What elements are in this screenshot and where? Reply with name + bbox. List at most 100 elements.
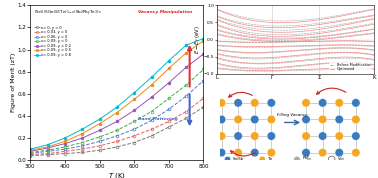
x= 0.09, y = 0 bbox=[201, 68, 206, 70]
x= 0.09, y = 0.8 bbox=[184, 44, 188, 46]
x= 0, y = 0 bbox=[115, 146, 119, 148]
x= 0.09, y = 0.8 bbox=[132, 92, 136, 94]
x= 0.09, y = 0 bbox=[184, 84, 188, 86]
x= 0, y = 0 bbox=[80, 151, 85, 153]
x= 0.03, y = 0 bbox=[149, 128, 154, 130]
x= 0.03, y = 0 bbox=[115, 140, 119, 142]
Circle shape bbox=[251, 115, 259, 124]
Line: x= 0.09, y = 0.5: x= 0.09, y = 0.5 bbox=[29, 39, 205, 152]
x= 0.09, y = 0.2 bbox=[184, 66, 188, 68]
Circle shape bbox=[267, 132, 276, 140]
x= 0.03, y = 0 bbox=[201, 97, 206, 99]
Circle shape bbox=[335, 115, 344, 124]
Line: x= 0.06, y = 0: x= 0.06, y = 0 bbox=[29, 79, 205, 155]
Text: Band Flattening: Band Flattening bbox=[138, 117, 177, 121]
Circle shape bbox=[294, 156, 300, 163]
Circle shape bbox=[328, 156, 335, 163]
x= 0.09, y = 0.8 bbox=[201, 37, 206, 40]
x= 0.09, y = 0.5 bbox=[115, 112, 119, 114]
x= 0.09, y = 0 bbox=[132, 120, 136, 122]
Circle shape bbox=[267, 99, 276, 107]
Circle shape bbox=[217, 99, 226, 107]
Circle shape bbox=[251, 99, 259, 107]
x= 0.06, y = 0 bbox=[28, 153, 33, 155]
x= 0.09, y = 0.2 bbox=[45, 147, 50, 149]
Circle shape bbox=[318, 132, 327, 140]
Legend: Before Modification, Optimized: Before Modification, Optimized bbox=[329, 62, 372, 72]
Circle shape bbox=[259, 156, 266, 163]
x= 0.09, y = 0.5 bbox=[45, 146, 50, 148]
x= 0.09, y = 0.2 bbox=[201, 53, 206, 55]
Circle shape bbox=[318, 99, 327, 107]
x= 0.06, y = 0 bbox=[115, 135, 119, 137]
x= 0.09, y = 0.2 bbox=[115, 120, 119, 122]
Legend: x= 0, y = 0, x= 0.03, y = 0, x= 0.06, y = 0, x= 0.09, y = 0, x= 0.09, y = 0.2, x: x= 0, y = 0, x= 0.03, y = 0, x= 0.06, y … bbox=[34, 26, 71, 57]
Text: Pb$^x_{Sn}$: Pb$^x_{Sn}$ bbox=[302, 155, 312, 164]
Line: x= 0, y = 0: x= 0, y = 0 bbox=[29, 106, 205, 157]
x= 0.06, y = 0 bbox=[97, 140, 102, 142]
x= 0.09, y = 0.5 bbox=[80, 133, 85, 135]
x= 0.09, y = 0.5 bbox=[132, 98, 136, 100]
x= 0, y = 0 bbox=[97, 149, 102, 151]
x= 0.09, y = 0 bbox=[167, 97, 171, 99]
x= 0, y = 0 bbox=[184, 117, 188, 119]
x= 0.09, y = 0.8 bbox=[45, 144, 50, 146]
x= 0.03, y = 0 bbox=[184, 111, 188, 113]
Circle shape bbox=[318, 148, 327, 157]
x= 0.09, y = 0.8 bbox=[149, 76, 154, 78]
Circle shape bbox=[217, 132, 226, 140]
x= 0.03, y = 0 bbox=[63, 150, 67, 152]
x= 0.09, y = 0.2 bbox=[80, 137, 85, 139]
x= 0.03, y = 0 bbox=[167, 120, 171, 122]
x= 0.09, y = 0 bbox=[115, 129, 119, 131]
x= 0.09, y = 0.5 bbox=[167, 67, 171, 69]
Line: x= 0.03, y = 0: x= 0.03, y = 0 bbox=[29, 97, 205, 156]
x= 0.06, y = 0 bbox=[184, 95, 188, 97]
Text: Filling Vacancy: Filling Vacancy bbox=[277, 113, 308, 117]
x= 0.06, y = 0 bbox=[149, 119, 154, 121]
x= 0.06, y = 0 bbox=[80, 145, 85, 147]
x= 0.09, y = 0 bbox=[45, 149, 50, 151]
x= 0.09, y = 0.5 bbox=[184, 52, 188, 54]
Text: Te: Te bbox=[268, 158, 272, 161]
Circle shape bbox=[234, 115, 242, 124]
Text: (Sn$_{0.95}$Ge$_{0.05}$Te)$_{1-x}$(Sb$_2$Pb$_y$Te$_3$)$_x$: (Sn$_{0.95}$Ge$_{0.05}$Te)$_{1-x}$(Sb$_2… bbox=[34, 8, 101, 17]
Y-axis label: Figure of Merit (zT): Figure of Merit (zT) bbox=[11, 53, 16, 112]
x= 0.06, y = 0 bbox=[167, 108, 171, 110]
Circle shape bbox=[234, 99, 242, 107]
x= 0, y = 0 bbox=[45, 154, 50, 156]
X-axis label: $T$ (K): $T$ (K) bbox=[108, 171, 126, 178]
x= 0, y = 0 bbox=[167, 126, 171, 128]
x= 0.09, y = 0 bbox=[80, 142, 85, 144]
Line: x= 0.09, y = 0: x= 0.09, y = 0 bbox=[29, 68, 205, 154]
x= 0, y = 0 bbox=[149, 135, 154, 137]
Text: Sn/Sb: Sn/Sb bbox=[233, 158, 244, 161]
Circle shape bbox=[352, 99, 360, 107]
x= 0.09, y = 0.2 bbox=[28, 150, 33, 152]
x= 0.03, y = 0 bbox=[45, 153, 50, 155]
x= 0.06, y = 0 bbox=[45, 150, 50, 152]
Circle shape bbox=[302, 148, 310, 157]
x= 0.09, y = 0 bbox=[149, 111, 154, 113]
Circle shape bbox=[318, 115, 327, 124]
x= 0.09, y = 0.8 bbox=[97, 118, 102, 120]
Y-axis label: $E - E_f$ (eV): $E - E_f$ (eV) bbox=[193, 25, 202, 54]
Circle shape bbox=[302, 132, 310, 140]
Circle shape bbox=[251, 132, 259, 140]
x= 0, y = 0 bbox=[63, 153, 67, 155]
x= 0.03, y = 0 bbox=[97, 145, 102, 147]
Circle shape bbox=[352, 132, 360, 140]
Circle shape bbox=[234, 132, 242, 140]
x= 0.09, y = 0.8 bbox=[167, 60, 171, 62]
Circle shape bbox=[234, 148, 242, 157]
x= 0.09, y = 0 bbox=[97, 136, 102, 138]
x= 0.09, y = 0.5 bbox=[63, 140, 67, 142]
Circle shape bbox=[352, 148, 360, 157]
Circle shape bbox=[267, 148, 276, 157]
x= 0.09, y = 0.2 bbox=[63, 143, 67, 145]
Circle shape bbox=[335, 99, 344, 107]
Line: x= 0.09, y = 0.2: x= 0.09, y = 0.2 bbox=[29, 53, 205, 153]
x= 0.09, y = 0.2 bbox=[167, 82, 171, 84]
x= 0, y = 0 bbox=[201, 106, 206, 108]
Circle shape bbox=[302, 115, 310, 124]
